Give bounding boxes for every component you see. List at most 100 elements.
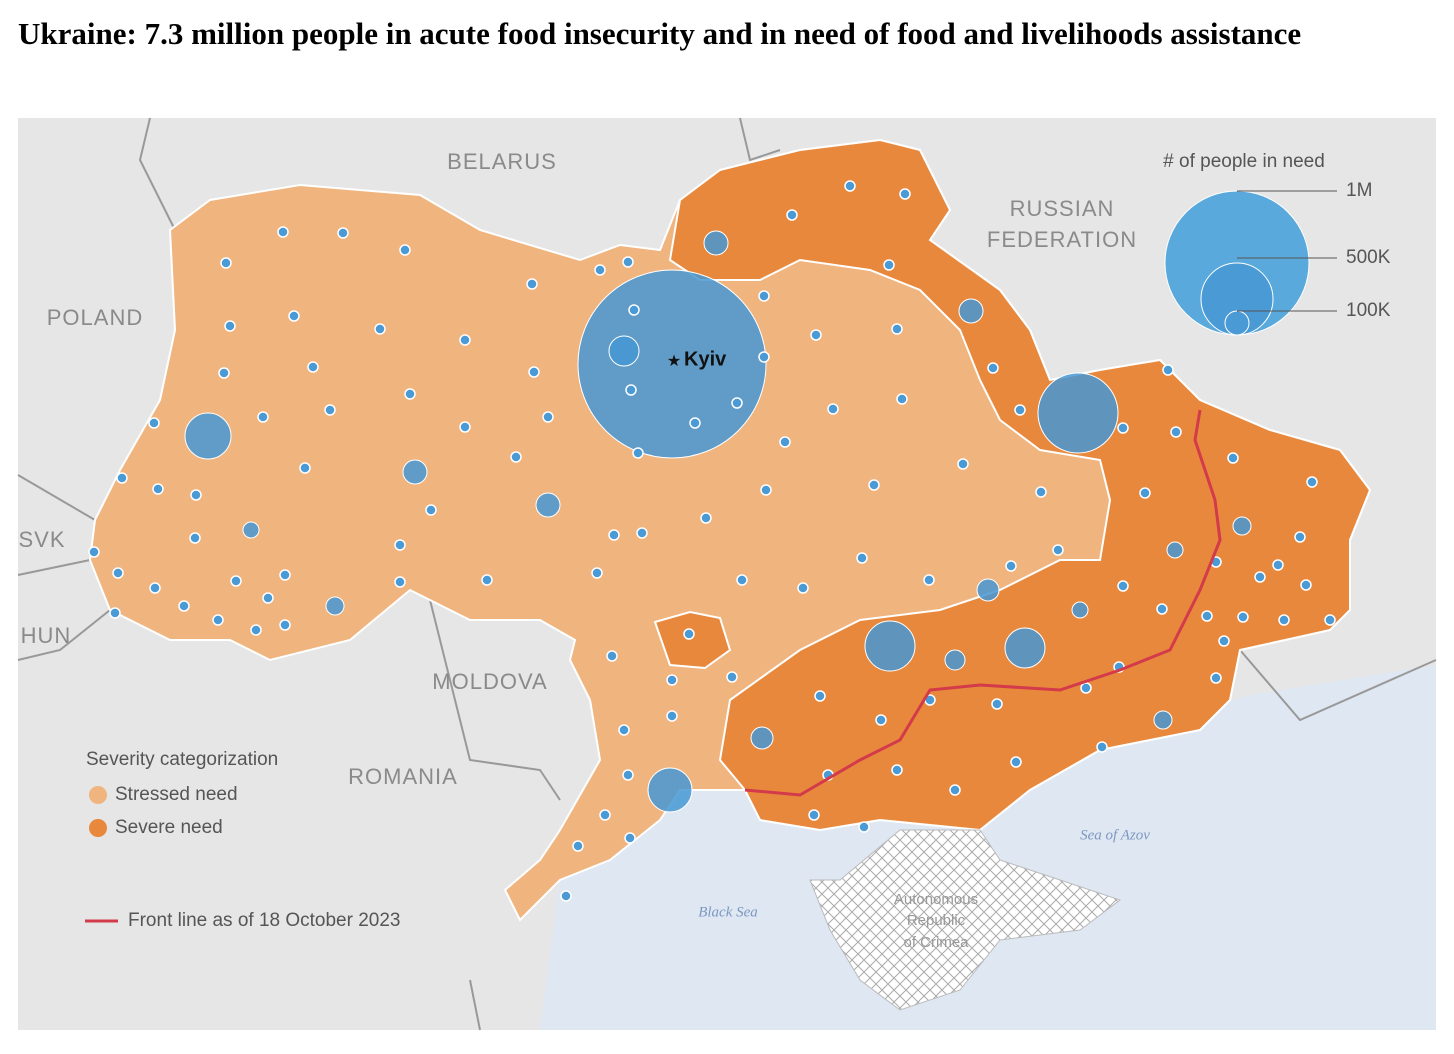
need-bubble [944, 649, 966, 671]
need-bubble [250, 624, 262, 636]
need-bubble [459, 334, 471, 346]
country-label: ROMANIA [348, 764, 458, 789]
country-label: POLAND [47, 305, 143, 330]
need-bubble [647, 767, 693, 813]
need-bubble [1254, 571, 1266, 583]
need-bubble [220, 257, 232, 269]
need-bubble [257, 411, 269, 423]
region-label: of Crimea [903, 934, 969, 951]
need-bubble [116, 472, 128, 484]
need-bubble [189, 532, 201, 544]
need-bubble [923, 574, 935, 586]
legend-title: Severity categorization [86, 749, 278, 770]
need-bubble [1232, 516, 1252, 536]
need-bubble [535, 492, 561, 518]
need-bubble [374, 323, 386, 335]
country-label: SVK [18, 527, 65, 552]
size-legend-label: 500K [1346, 247, 1391, 268]
need-bubble [526, 278, 538, 290]
size-legend-leader [1237, 190, 1337, 312]
need-bubble [883, 259, 895, 271]
legend-label: Front line as of 18 October 2023 [128, 910, 401, 931]
need-bubble [949, 784, 961, 796]
need-bubble [402, 459, 428, 485]
country-label: MOLDOVA [432, 669, 547, 694]
legend-label: Severe need [115, 817, 223, 838]
need-bubble [1010, 756, 1022, 768]
need-bubble [1005, 560, 1017, 572]
need-bubble [958, 298, 984, 324]
need-bubble [1153, 710, 1173, 730]
need-bubble [337, 227, 349, 239]
need-bubble [810, 329, 822, 341]
need-bubble [184, 412, 232, 460]
need-bubble [683, 628, 695, 640]
need-bubble [1278, 614, 1290, 626]
need-bubble [991, 698, 1003, 710]
need-bubble [591, 567, 603, 579]
need-bubble [844, 180, 856, 192]
need-bubble [404, 388, 416, 400]
need-bubble [149, 582, 161, 594]
need-bubble [572, 840, 584, 852]
country-label: FEDERATION [987, 227, 1137, 252]
need-bubble [399, 244, 411, 256]
need-bubble [148, 417, 160, 429]
legend-label: Stressed need [115, 784, 238, 805]
need-bubble [481, 574, 493, 586]
need-bubble [636, 527, 648, 539]
sea-label: Sea of Azov [1080, 827, 1150, 843]
need-bubble [1324, 614, 1336, 626]
need-bubble [622, 769, 634, 781]
need-bubble [666, 710, 678, 722]
need-bubble [976, 578, 1000, 602]
need-bubble [394, 576, 406, 588]
need-bubble [758, 351, 770, 363]
need-bubble [875, 714, 887, 726]
need-bubble [899, 188, 911, 200]
crimea [809, 829, 1122, 1011]
need-bubble [542, 411, 554, 423]
need-bubble [987, 362, 999, 374]
need-bubble [858, 821, 870, 833]
need-bubble [726, 671, 738, 683]
need-bubble [394, 539, 406, 551]
need-bubble [827, 403, 839, 415]
need-bubble [325, 596, 345, 616]
need-bubble [279, 569, 291, 581]
title: Ukraine: 7.3 million people in acute foo… [18, 16, 1302, 51]
need-bubble [425, 504, 437, 516]
need-bubble [1052, 544, 1064, 556]
need-bubble [1227, 452, 1239, 464]
need-bubble [750, 726, 774, 750]
front-line [744, 409, 1222, 797]
legend-swatch [89, 819, 107, 837]
need-bubble [1272, 559, 1284, 571]
need-bubble [786, 209, 798, 221]
need-bubble [736, 574, 748, 586]
need-bubble [299, 462, 311, 474]
need-bubble [1117, 580, 1129, 592]
need-bubble [1035, 486, 1047, 498]
need-bubble [797, 582, 809, 594]
need-bubble [1014, 404, 1026, 416]
size-legend-label: 1M [1346, 180, 1372, 201]
need-bubble [324, 404, 336, 416]
region-label: Autonomous [894, 891, 978, 908]
need-bubble [703, 230, 729, 256]
severe-area [668, 138, 1372, 832]
need-bubble [689, 417, 701, 429]
size-legend-label: 100K [1346, 300, 1391, 321]
need-bubble [510, 451, 522, 463]
country-label: RUSSIAN [1010, 196, 1115, 221]
need-bubble [242, 521, 260, 539]
need-bubble [1162, 364, 1174, 376]
need-bubble [1294, 531, 1306, 543]
need-bubble [224, 320, 236, 332]
need-bubble [279, 619, 291, 631]
need-bubble [230, 575, 242, 587]
need-bubble [814, 690, 826, 702]
sea-label: Black Sea [698, 904, 758, 920]
need-bubble [599, 809, 611, 821]
need-bubble [1218, 635, 1230, 647]
